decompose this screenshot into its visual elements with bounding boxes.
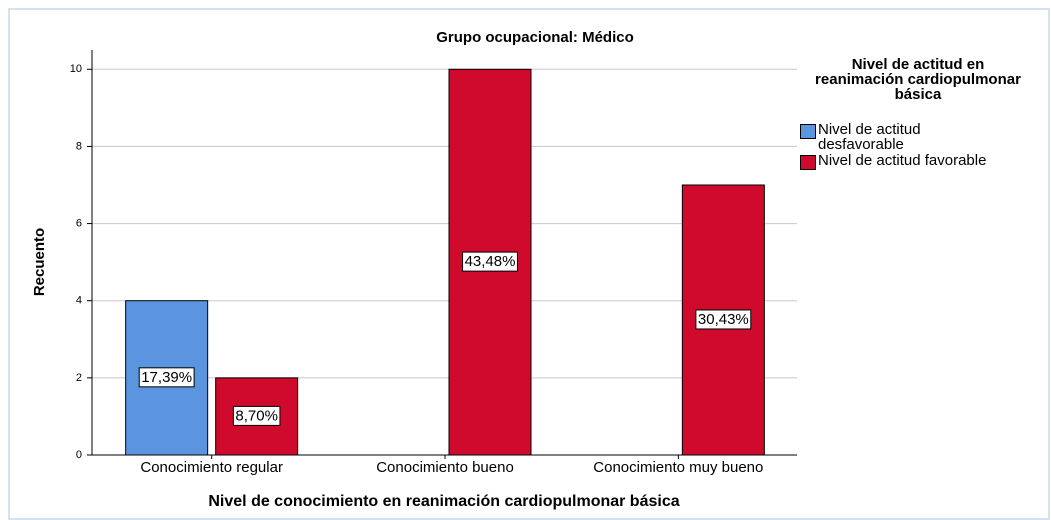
legend-swatch: [800, 155, 816, 170]
data-label-bg: [138, 367, 195, 388]
data-label-bg: [462, 251, 518, 272]
y-axis-title: Recuento: [31, 228, 48, 296]
y-tick-label: 8: [76, 140, 82, 152]
frame: [8, 8, 1050, 520]
x-tick-label: Conocimiento muy bueno: [593, 459, 763, 476]
legend-item: Nivel de actitud favorable: [800, 152, 1040, 170]
legend-swatch: [800, 124, 816, 139]
y-tick-label: 2: [76, 372, 82, 384]
data-label-box: 8,70%: [232, 405, 281, 426]
data-label: 43,48%: [465, 253, 516, 270]
y-tick-label: 10: [70, 63, 82, 75]
y-tick-label: 6: [76, 217, 82, 229]
legend-label: Nivel de actitud favorable: [818, 152, 987, 169]
x-axis-title: Nivel de conocimiento en reanimación car…: [208, 493, 679, 510]
data-label-box: 43,48%: [462, 251, 518, 272]
data-label-bg: [232, 405, 281, 426]
data-label: 8,70%: [235, 407, 278, 424]
legend-title: Nivel de actitud en reanimación cardiopu…: [815, 56, 1021, 103]
data-label: 30,43%: [698, 311, 749, 328]
legend-item: Nivel de actitud desfavorable: [800, 122, 1040, 152]
y-tick-label: 4: [76, 295, 82, 307]
x-tick-label: Conocimiento regular: [140, 459, 283, 476]
x-tick-label: Conocimiento bueno: [376, 459, 514, 476]
data-label-bg: [695, 309, 752, 330]
chart-title: Grupo ocupacional: Médico: [436, 29, 634, 46]
data-label-box: 17,39%: [138, 367, 195, 388]
y-tick-label: 0: [76, 449, 82, 461]
data-label-box: 30,43%: [695, 309, 752, 330]
data-label: 17,39%: [141, 369, 192, 386]
legend-label: Nivel de actitud desfavorable: [818, 121, 921, 153]
